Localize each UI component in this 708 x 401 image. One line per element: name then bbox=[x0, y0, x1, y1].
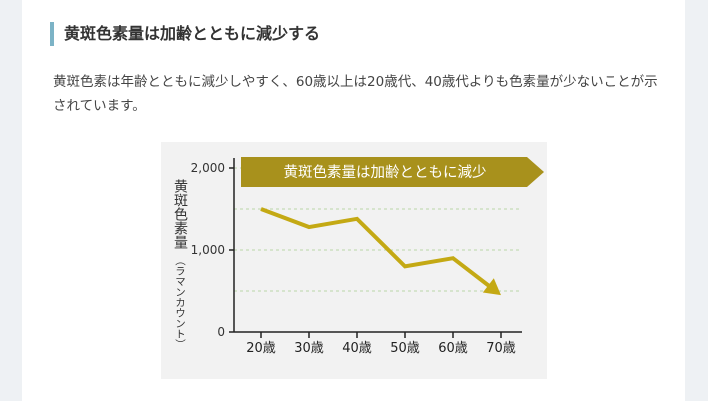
chart-series-arrowhead bbox=[482, 278, 501, 296]
chart-title: 黄斑色素量は加齢とともに減少 bbox=[284, 164, 487, 181]
chart-svg: 黄斑色素量 （ラマンカウント） 0 1,000 2,000 20歳 30歳 40歳 50歳… bbox=[172, 157, 544, 356]
chart-x-tick-label: 20歳 bbox=[246, 341, 276, 356]
chart-x-tick-label: 50歳 bbox=[390, 341, 420, 356]
chart-x-tick-label: 60歳 bbox=[438, 341, 468, 356]
chart-x-tick-label: 30歳 bbox=[294, 341, 324, 356]
chart-y-tick-label: 2,000 bbox=[191, 161, 225, 175]
chart-title-banner bbox=[241, 157, 544, 187]
chart-ylabel-main: 黄斑色素量 bbox=[172, 178, 188, 249]
article-paragraph: 黄斑色素は年齢とともに減少しやすく、60歳以上は20歳代、40歳代よりも色素量が… bbox=[53, 74, 658, 114]
chart-y-tick-label: 1,000 bbox=[191, 243, 225, 257]
chart-ylabel-unit: （ラマンカウント） bbox=[174, 255, 186, 350]
chart-y-tick-label: 0 bbox=[217, 325, 225, 339]
chart-x-tick-label: 40歳 bbox=[342, 341, 372, 356]
chart-x-tick-label: 70歳 bbox=[486, 341, 516, 356]
chart-series-line bbox=[260, 207, 502, 296]
chart-y-ticks: 0 1,000 2,000 bbox=[191, 161, 234, 339]
section-heading: 黄斑色素量は加齢とともに減少する bbox=[50, 22, 320, 46]
age-pigment-chart: 黄斑色素量 （ラマンカウント） 0 1,000 2,000 20歳 30歳 40歳 50歳… bbox=[161, 142, 547, 379]
article-card: 黄斑色素量は加齢とともに減少する 黄斑色素は年齢とともに減少しやすく、60歳以上… bbox=[22, 0, 685, 401]
chart-x-ticks: 20歳 30歳 40歳 50歳 60歳 70歳 bbox=[246, 332, 516, 356]
chart-series-path bbox=[260, 207, 495, 291]
